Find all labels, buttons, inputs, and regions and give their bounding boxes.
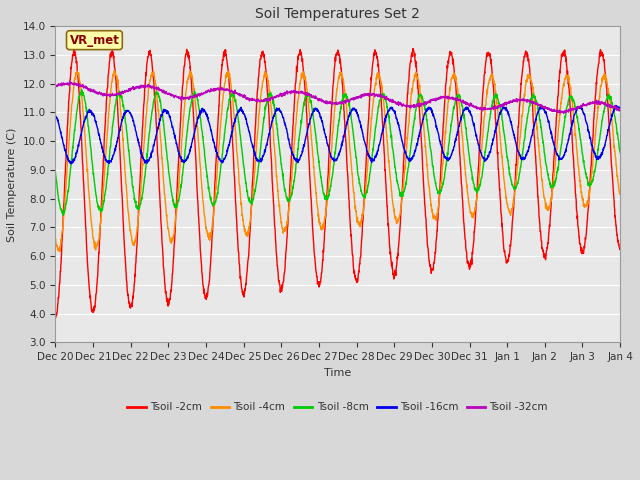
Tsoil -16cm — [566, 129, 574, 134]
Tsoil -2cm — [616, 245, 624, 251]
Tsoil -16cm — [51, 112, 59, 118]
Tsoil -4cm — [209, 215, 217, 221]
Tsoil -4cm — [582, 204, 590, 209]
Tsoil -16cm — [612, 103, 620, 108]
Tsoil -4cm — [51, 236, 59, 241]
Tsoil -32cm — [66, 79, 74, 84]
Tsoil -32cm — [209, 88, 217, 94]
Tsoil -8cm — [582, 175, 590, 180]
Tsoil -8cm — [367, 163, 374, 169]
Tsoil -2cm — [409, 46, 417, 51]
Tsoil -32cm — [502, 100, 510, 106]
Tsoil -32cm — [616, 108, 624, 113]
Tsoil -32cm — [51, 85, 59, 91]
Tsoil -4cm — [502, 194, 510, 200]
Tsoil -8cm — [355, 174, 362, 180]
Tsoil -2cm — [582, 232, 590, 238]
Tsoil -32cm — [355, 94, 362, 100]
Tsoil -8cm — [616, 150, 624, 156]
Tsoil -16cm — [582, 119, 590, 124]
X-axis label: Time: Time — [324, 368, 351, 378]
Tsoil -32cm — [560, 110, 568, 116]
Tsoil -8cm — [502, 148, 510, 154]
Tsoil -4cm — [616, 191, 624, 196]
Tsoil -8cm — [60, 213, 67, 218]
Legend: Tsoil -2cm, Tsoil -4cm, Tsoil -8cm, Tsoil -16cm, Tsoil -32cm: Tsoil -2cm, Tsoil -4cm, Tsoil -8cm, Tsoi… — [124, 398, 552, 417]
Tsoil -2cm — [209, 223, 217, 229]
Tsoil -2cm — [354, 276, 362, 282]
Text: VR_met: VR_met — [70, 34, 119, 47]
Tsoil -2cm — [367, 88, 374, 94]
Tsoil -32cm — [367, 90, 374, 96]
Tsoil -8cm — [209, 201, 217, 207]
Tsoil -8cm — [567, 93, 575, 99]
Y-axis label: Soil Temperature (C): Soil Temperature (C) — [7, 127, 17, 241]
Tsoil -4cm — [56, 249, 63, 254]
Tsoil -4cm — [567, 84, 575, 90]
Tsoil -2cm — [566, 107, 574, 113]
Tsoil -16cm — [367, 157, 374, 163]
Tsoil -16cm — [68, 161, 76, 167]
Tsoil -16cm — [355, 114, 362, 120]
Tsoil -32cm — [582, 103, 590, 109]
Tsoil -16cm — [616, 108, 624, 113]
Tsoil -4cm — [110, 68, 118, 74]
Title: Soil Temperatures Set 2: Soil Temperatures Set 2 — [255, 7, 420, 21]
Tsoil -32cm — [567, 108, 575, 113]
Line: Tsoil -8cm: Tsoil -8cm — [55, 89, 620, 216]
Tsoil -8cm — [77, 86, 85, 92]
Tsoil -4cm — [355, 222, 362, 228]
Line: Tsoil -32cm: Tsoil -32cm — [55, 82, 620, 113]
Tsoil -2cm — [502, 257, 510, 263]
Tsoil -8cm — [51, 169, 59, 175]
Tsoil -16cm — [502, 105, 510, 110]
Line: Tsoil -16cm: Tsoil -16cm — [55, 106, 620, 164]
Line: Tsoil -2cm: Tsoil -2cm — [55, 48, 620, 318]
Tsoil -2cm — [51, 315, 59, 321]
Line: Tsoil -4cm: Tsoil -4cm — [55, 71, 620, 252]
Tsoil -16cm — [209, 138, 217, 144]
Tsoil -4cm — [367, 124, 374, 130]
